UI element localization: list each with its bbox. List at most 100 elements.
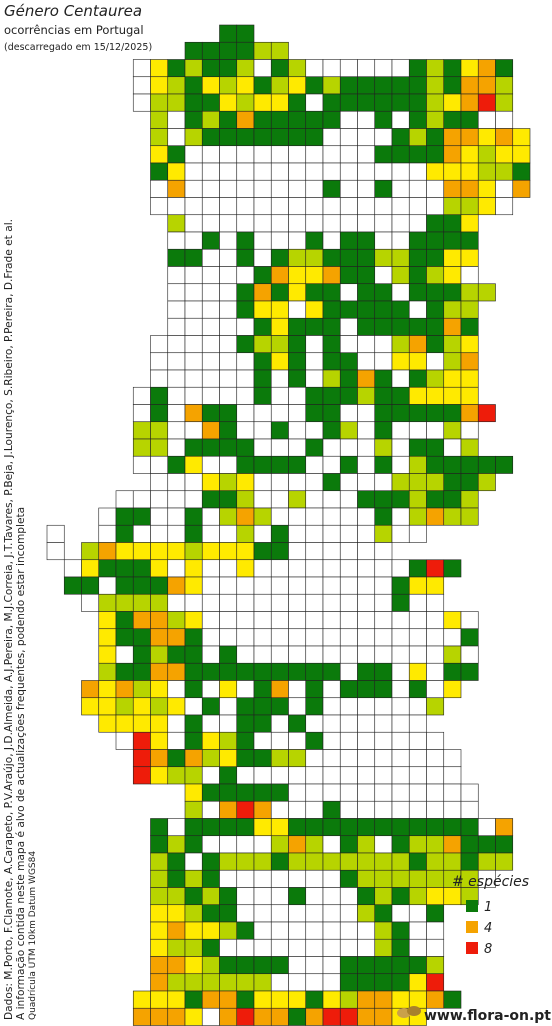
grid-cell (150, 179, 169, 198)
grid-cell (339, 266, 358, 285)
grid-cell (357, 283, 376, 302)
grid-cell (512, 128, 531, 147)
grid-cell (201, 231, 220, 250)
grid-cell (322, 317, 341, 336)
grid-cell (219, 593, 238, 612)
grid-cell (391, 611, 410, 630)
grid-cell (219, 197, 238, 216)
grid-cell (322, 645, 341, 664)
grid-cell (408, 956, 427, 975)
grid-cell (322, 335, 341, 354)
grid-cell (219, 818, 238, 837)
grid-cell (288, 386, 307, 405)
grid-cell (167, 162, 186, 181)
grid-cell (460, 59, 479, 78)
grid-cell (236, 662, 255, 681)
grid-cell (426, 369, 445, 388)
grid-cell (322, 352, 341, 371)
grid-cell (374, 628, 393, 647)
grid-cell (236, 507, 255, 526)
grid-cell (63, 559, 82, 578)
grid-cell (150, 473, 169, 492)
grid-cell (184, 887, 203, 906)
grid-cell (184, 852, 203, 871)
grid-cell (115, 645, 134, 664)
grid-cell (408, 835, 427, 854)
grid-cell (219, 697, 238, 716)
grid-cell (374, 593, 393, 612)
grid-cell (184, 904, 203, 923)
grid-cell (460, 197, 479, 216)
grid-cell (219, 524, 238, 543)
grid-cell (98, 576, 117, 595)
grid-cell (339, 662, 358, 681)
grid-cell (305, 731, 324, 750)
grid-cell (391, 455, 410, 474)
grid-cell (322, 887, 341, 906)
grid-cell (374, 283, 393, 302)
grid-cell (219, 128, 238, 147)
grid-cell (426, 869, 445, 888)
grid-cell (184, 490, 203, 509)
grid-cell (426, 300, 445, 319)
logo-icon (397, 1006, 421, 1018)
grid-cell (305, 749, 324, 768)
grid-cell (253, 835, 272, 854)
grid-cell (443, 680, 462, 699)
grid-cell (253, 818, 272, 837)
grid-cell (339, 473, 358, 492)
grid-cell (391, 662, 410, 681)
grid-cell (253, 335, 272, 354)
grid-cell (184, 783, 203, 802)
grid-cell (374, 576, 393, 595)
grid-cell (374, 231, 393, 250)
grid-cell (339, 680, 358, 699)
grid-cell (270, 145, 289, 164)
grid-cell (477, 404, 496, 423)
grid-cell (374, 662, 393, 681)
grid-cell (219, 214, 238, 233)
grid-cell (219, 24, 238, 43)
grid-cell (357, 93, 376, 112)
grid-cell (339, 421, 358, 440)
grid-cell (408, 110, 427, 129)
grid-cell (150, 766, 169, 785)
grid-cell (322, 852, 341, 871)
grid-cell (477, 835, 496, 854)
grid-cell (288, 869, 307, 888)
grid-cell (184, 628, 203, 647)
grid-cell (339, 1007, 358, 1026)
grid-cell (253, 852, 272, 871)
grid-cell (184, 248, 203, 267)
grid-cell (357, 352, 376, 371)
grid-cell (184, 576, 203, 595)
grid-cell (288, 611, 307, 630)
grid-cell (408, 852, 427, 871)
grid-cell (201, 559, 220, 578)
grid-cell (253, 231, 272, 250)
grid-cell (426, 317, 445, 336)
grid-cell (408, 128, 427, 147)
grid-cell (391, 697, 410, 716)
grid-cell (408, 628, 427, 647)
grid-cell (495, 455, 514, 474)
logo-text[interactable]: www.flora-on.pt (424, 1008, 551, 1024)
grid-cell (132, 714, 151, 733)
grid-cell (270, 990, 289, 1009)
grid-cell (391, 990, 410, 1009)
grid-cell (132, 524, 151, 543)
grid-cell (201, 990, 220, 1009)
grid-cell (322, 576, 341, 595)
grid-cell (408, 179, 427, 198)
grid-cell (391, 317, 410, 336)
grid-cell (339, 800, 358, 819)
grid-cell (236, 197, 255, 216)
grid-cell (184, 611, 203, 630)
grid-cell (201, 576, 220, 595)
grid-cell (201, 869, 220, 888)
grid-cell (150, 869, 169, 888)
grid-cell (219, 352, 238, 371)
grid-cell (288, 524, 307, 543)
grid-cell (184, 507, 203, 526)
grid-cell (426, 110, 445, 129)
